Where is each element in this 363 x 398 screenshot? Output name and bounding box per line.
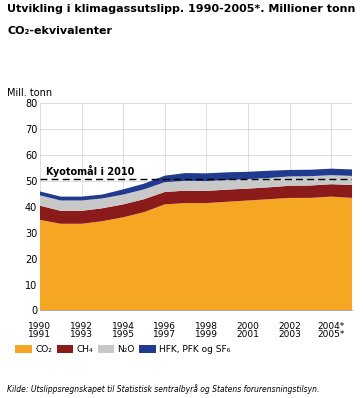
Text: 1996: 1996: [153, 322, 176, 331]
Text: Kyotomål i 2010: Kyotomål i 2010: [46, 164, 135, 177]
Text: 2002: 2002: [278, 322, 301, 331]
Text: 1993: 1993: [70, 330, 93, 339]
Legend: CO₂, CH₄, N₂O, HFK, PFK og SF₆: CO₂, CH₄, N₂O, HFK, PFK og SF₆: [12, 341, 234, 358]
Text: Mill. tonn: Mill. tonn: [7, 88, 52, 98]
Text: Kilde: Utslippsregnskapet til Statistisk sentralbyrå og Statens forurensningstil: Kilde: Utslippsregnskapet til Statistisk…: [7, 384, 320, 394]
Text: 1991: 1991: [28, 330, 52, 339]
Text: Utvikling i klimagassutslipp. 1990-2005*. Millioner tonn: Utvikling i klimagassutslipp. 1990-2005*…: [7, 4, 356, 14]
Text: 1997: 1997: [153, 330, 176, 339]
Text: 1995: 1995: [112, 330, 135, 339]
Text: 1994: 1994: [112, 322, 135, 331]
Text: 2001: 2001: [237, 330, 260, 339]
Text: 1999: 1999: [195, 330, 218, 339]
Text: 2004*: 2004*: [318, 322, 345, 331]
Text: 2005*: 2005*: [318, 330, 345, 339]
Text: 1990: 1990: [28, 322, 52, 331]
Text: 2003: 2003: [278, 330, 301, 339]
Text: 2000: 2000: [237, 322, 260, 331]
Text: CO₂-ekvivalenter: CO₂-ekvivalenter: [7, 26, 112, 36]
Text: 1998: 1998: [195, 322, 218, 331]
Text: 1992: 1992: [70, 322, 93, 331]
